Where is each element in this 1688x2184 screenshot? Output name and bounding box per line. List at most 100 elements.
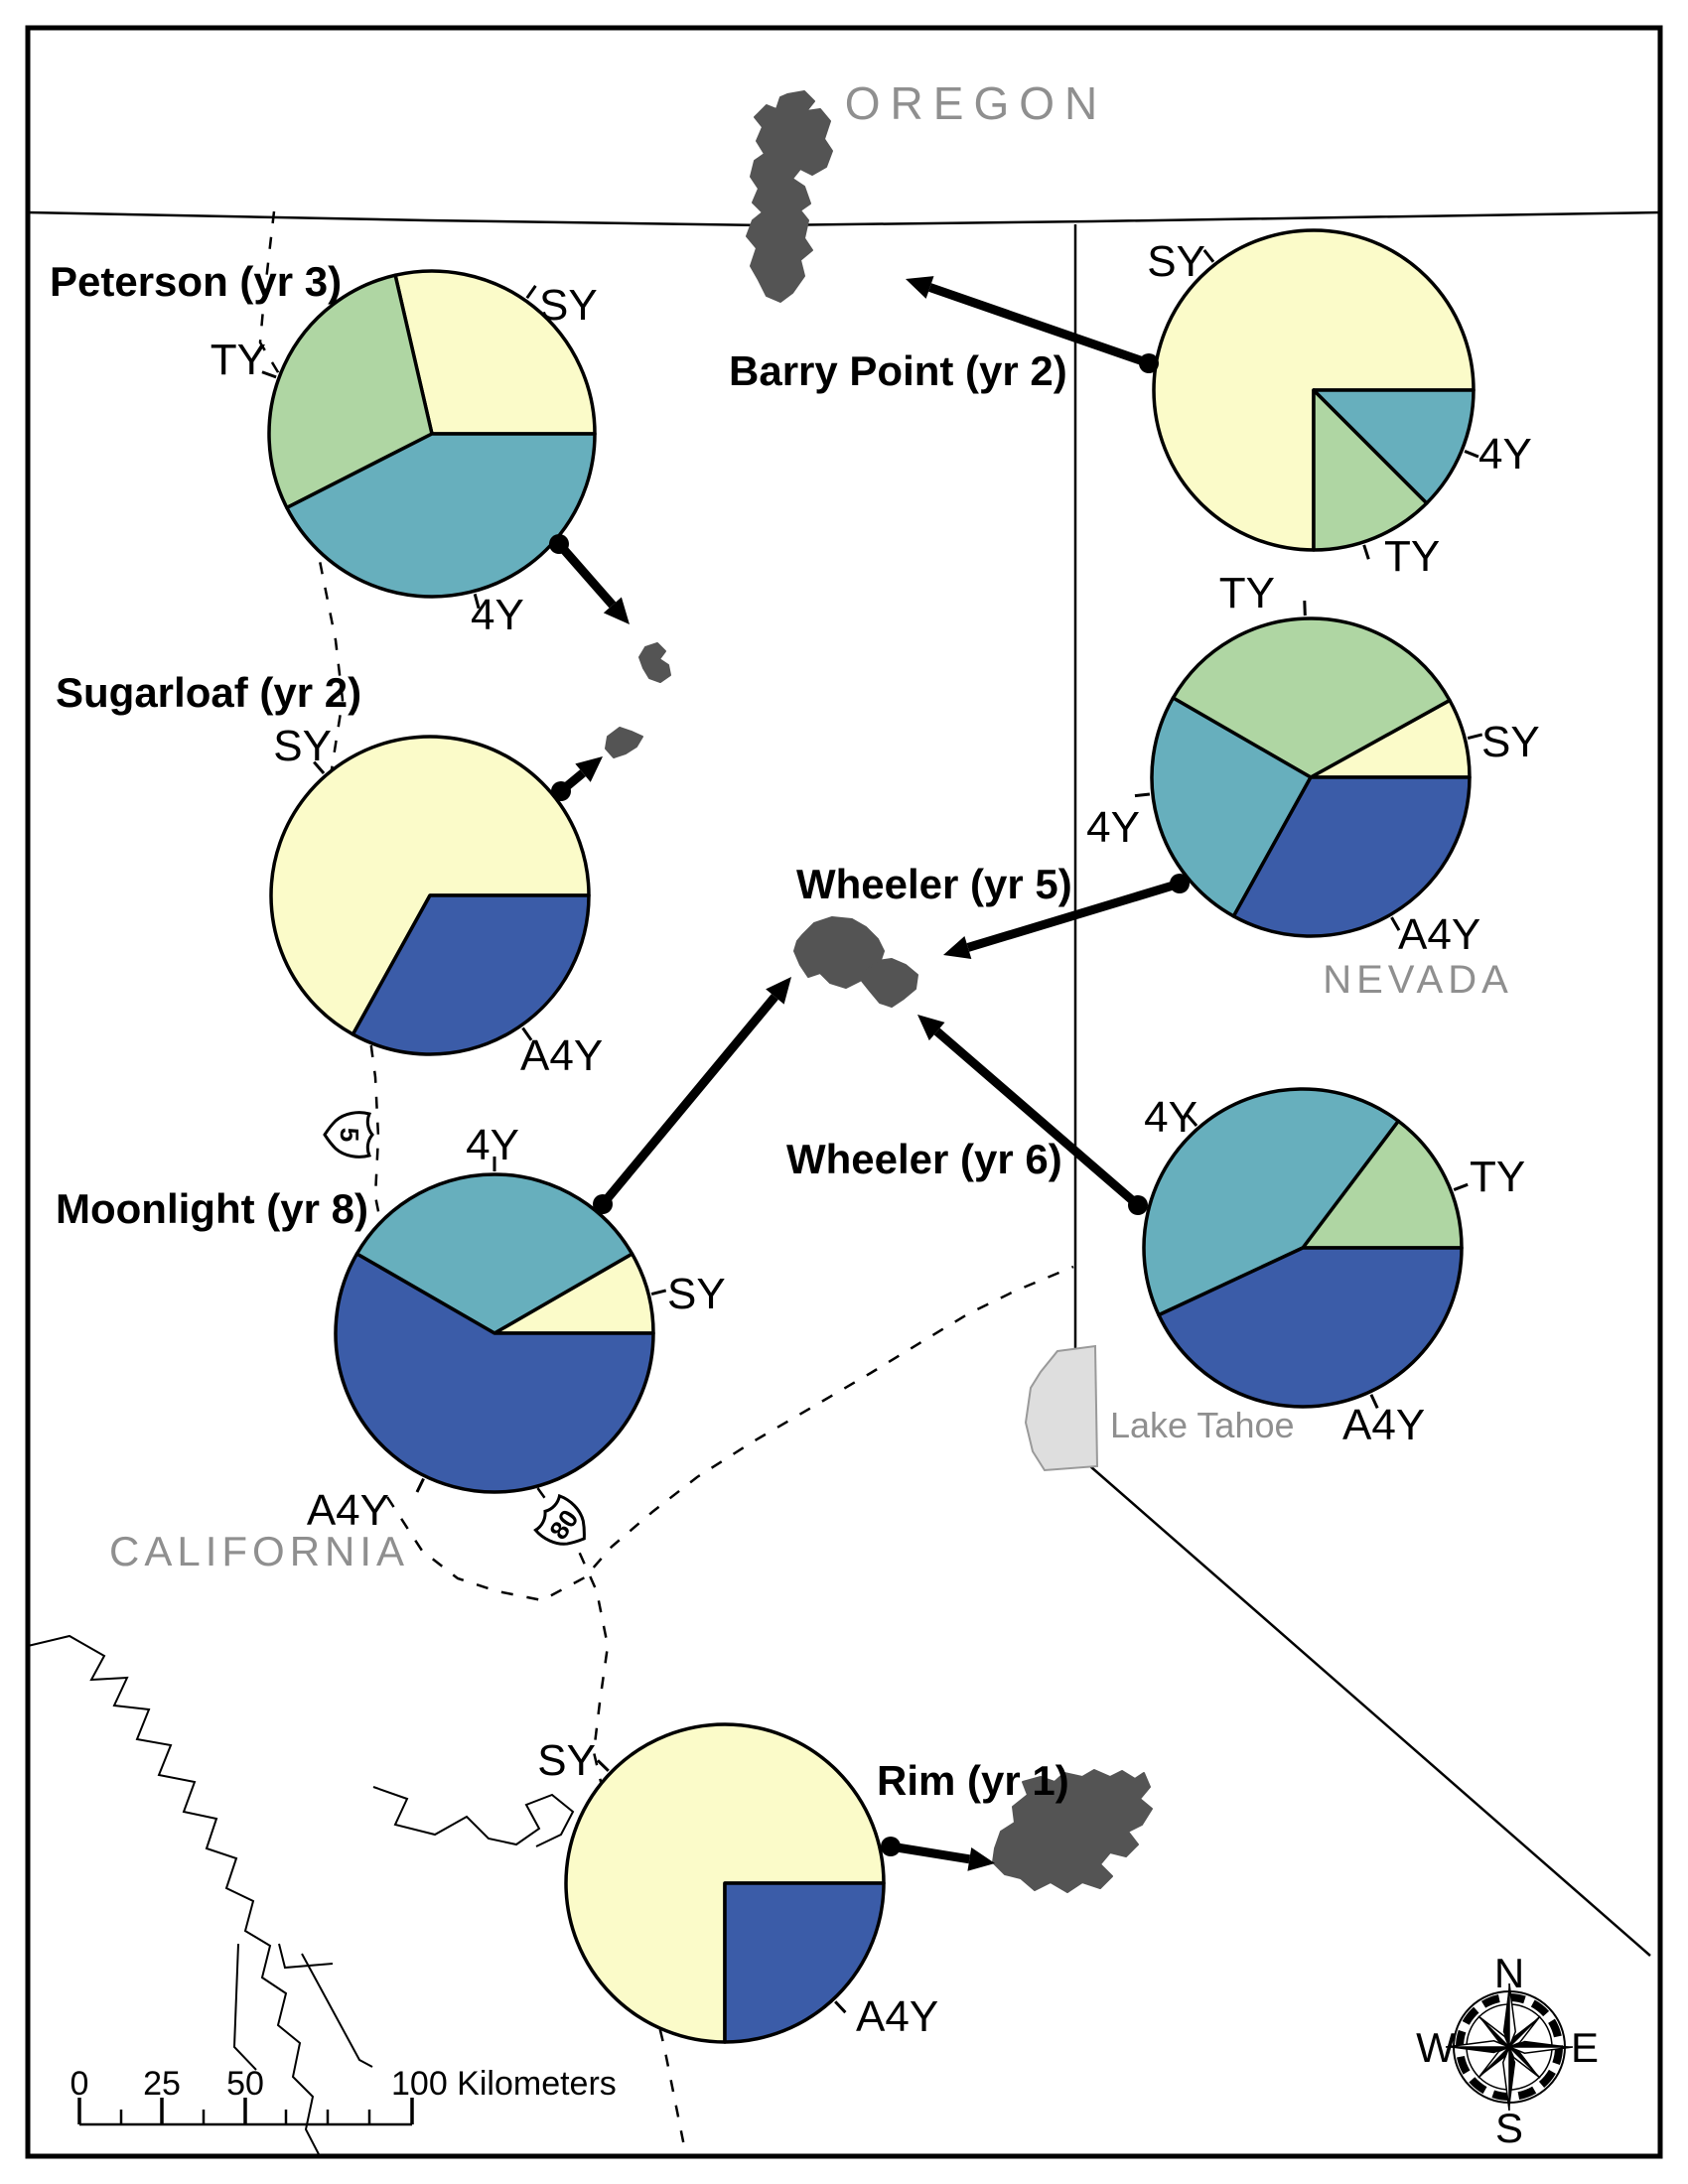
coastline-delta-arm <box>372 1786 575 1847</box>
coastline-delta-channel-3 <box>301 1953 373 2068</box>
slice-label-tick-sy <box>313 760 326 774</box>
pie-slice-label-4y: 4Y <box>466 1121 519 1169</box>
arrow-origin-dot <box>593 1194 613 1214</box>
pie-slice-label-sy: SY <box>1481 718 1540 766</box>
compass-point-light <box>1501 2046 1510 2112</box>
arrow-origin-dot <box>551 781 571 801</box>
pie-slice-ty <box>1301 1119 1464 1250</box>
pie-slice-label-a4y: A4Y <box>856 1992 938 2041</box>
arrow-head <box>603 597 630 624</box>
pie-slice-label-a4y: A4Y <box>520 1031 603 1080</box>
state-label-nevada: NEVADA <box>1323 958 1513 1002</box>
arrow-origin-dot <box>1128 1195 1148 1215</box>
pie-slice-label-ty: TY <box>211 336 266 384</box>
pie-slice-label-sy: SY <box>667 1270 726 1318</box>
fire-rim-perimeter <box>992 1769 1153 1893</box>
shield-outline <box>533 1493 586 1546</box>
slice-label-tick-ty <box>1362 544 1370 560</box>
slice-label-tick-4y <box>1464 450 1479 459</box>
pie-slice-sy <box>269 735 591 1036</box>
pie-slice-a4y <box>1157 1246 1464 1409</box>
pie-slice-label-sy: SY <box>539 281 598 330</box>
pie-slice-label-4y: 4Y <box>1478 430 1532 478</box>
arrow-shaft <box>966 879 1182 952</box>
arrow-origin-dot <box>881 1837 901 1856</box>
fire-wheeler-east-perimeter <box>861 958 918 1008</box>
slice-label-tick-sy <box>650 1289 667 1297</box>
coastline-delta-channel-1 <box>232 1943 257 2071</box>
highway-shield-80: 80 <box>533 1493 586 1546</box>
pie-slice-a4y <box>351 893 591 1056</box>
arrow-barry-point-yr-2 <box>906 276 1159 373</box>
fire-peterson-perimeter <box>638 642 671 683</box>
coastline-coast-main <box>27 1634 321 2157</box>
arrow-moonlight-yr-8 <box>593 977 791 1214</box>
pie-slice-label-4y: 4Y <box>1086 803 1140 852</box>
pie-sugarloaf-yr-2: SY A4Y Sugarloaf (yr 2) <box>56 669 603 1080</box>
pie-slice-4y <box>1150 696 1313 918</box>
shield-outline <box>323 1111 374 1159</box>
slice-label-tick-4y <box>1186 1113 1198 1127</box>
arrow-head <box>766 977 791 1005</box>
slice-label-tick-sy <box>1467 733 1483 741</box>
pie-rim-yr-1: SY A4Y Rim (yr 1) <box>537 1722 1069 2044</box>
fire-sugarloaf-perimeter <box>605 727 643 758</box>
slice-label-tick-a4y <box>834 2000 847 2014</box>
compass-point-light <box>1477 2046 1510 2079</box>
compass-point-dark <box>1509 2040 1573 2047</box>
compass-point-dark <box>1509 2047 1516 2111</box>
compass-point-dark <box>1502 1983 1509 2047</box>
lake-tahoe-label: Lake Tahoe <box>1110 1405 1295 1445</box>
slice-label-tick-sy <box>596 1759 610 1772</box>
pie-slice-label-ty: TY <box>1470 1153 1525 1201</box>
slice-label-tick-4y <box>1134 792 1151 798</box>
scale-label-0: 0 <box>70 2065 89 2103</box>
scale-bar: 0 25 50 100 Kilometers <box>70 2065 617 2126</box>
nevada-border-diagonal <box>1089 1465 1651 1957</box>
pie-moonlight-yr-8: SY 4Y A4Y Moonlight (yr 8) <box>56 1121 726 1535</box>
pie-title-moonlight-yr-8: Moonlight (yr 8) <box>56 1185 368 1232</box>
pie-slice-label-ty: TY <box>1219 569 1275 617</box>
compass-point-light <box>1477 2015 1510 2048</box>
state-label-oregon: OREGON <box>845 77 1107 129</box>
pie-slice-label-a4y: A4Y <box>1398 910 1480 959</box>
arrow-shaft <box>890 1842 971 1864</box>
arrow-wheeler-yr-5 <box>943 874 1190 959</box>
arrow-shaft <box>599 994 778 1207</box>
pie-slice-a4y <box>334 1252 655 1494</box>
slice-label-tick-sy <box>525 285 537 300</box>
pie-slice-label-4y: 4Y <box>471 591 524 639</box>
highway-dashed-interstate-80 <box>385 1265 1074 1602</box>
state-label-california: CALIFORNIA <box>109 1528 409 1574</box>
slice-label-tick-a4y <box>1369 1394 1379 1409</box>
compass-label-w: W <box>1416 2024 1456 2071</box>
arrow-shaft <box>555 541 617 609</box>
compass-point-light <box>1445 2039 1510 2048</box>
pie-slice-label-sy: SY <box>1147 237 1205 286</box>
pie-title-rim-yr-1: Rim (yr 1) <box>877 1757 1069 1804</box>
pie-slice-label-a4y: A4Y <box>307 1486 389 1535</box>
slice-label-tick-a4y <box>521 1026 533 1041</box>
fire-barry-point-perimeter <box>746 90 833 303</box>
compass-rose-icon: N E SW <box>1416 1950 1599 2151</box>
scale-label-kilometers: 100 Kilometers <box>391 2065 617 2103</box>
pie-slice-label-sy: SY <box>537 1736 596 1785</box>
highway-shield-5: 5 <box>323 1111 374 1159</box>
slice-label-tick-ty <box>1303 601 1307 616</box>
arrow-peterson-yr-3 <box>549 534 630 624</box>
pie-title-wheeler-yr-6: Wheeler (yr 6) <box>786 1136 1062 1182</box>
compass-label-n: N <box>1494 1950 1524 1996</box>
map-frame-border <box>25 25 1663 2159</box>
pie-slice-label-4y: 4Y <box>1144 1093 1197 1142</box>
compass-label-s: S <box>1495 2105 1523 2151</box>
shield-number: 5 <box>335 1128 364 1142</box>
arrow-head <box>906 276 934 299</box>
pie-slice-4y <box>1312 388 1476 505</box>
pie-title-sugarloaf-yr-2: Sugarloaf (yr 2) <box>56 669 361 716</box>
arrow-wheeler-yr-6 <box>917 1015 1148 1215</box>
pie-slice-ty <box>1312 388 1429 552</box>
coastline-delta-channel-2 <box>278 1943 334 1970</box>
pie-slice-label-sy: SY <box>273 722 332 770</box>
